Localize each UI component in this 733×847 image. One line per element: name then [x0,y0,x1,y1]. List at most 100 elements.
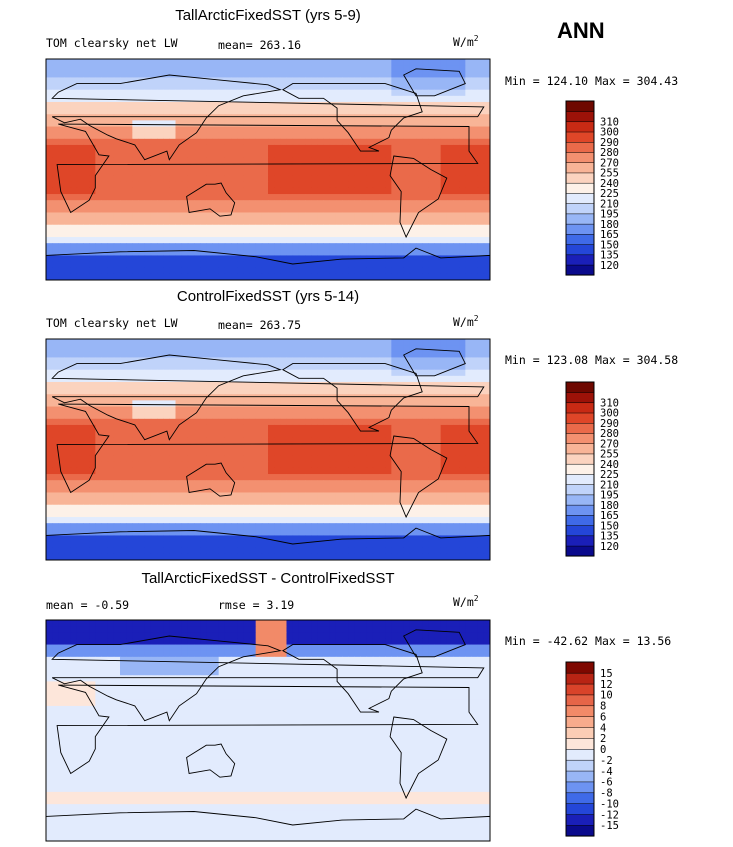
map-1-cell [181,237,189,244]
map-2-cell [255,400,263,407]
map-2-cell [76,504,84,512]
map-1-cell [348,175,355,183]
map-1-cell [372,267,380,275]
map-1-cell [366,267,374,275]
map-1-cell [446,120,454,127]
map-2-cell [132,486,139,493]
map-2-cell [206,455,213,463]
map-1-cell [58,89,65,97]
map-1-cell [366,65,374,72]
map-1-cell [187,261,195,269]
map-1-cell [471,95,479,103]
map-2-cell [305,345,312,352]
map-2-cell [440,345,448,352]
map-1-cell [249,101,257,109]
map-1-cell [440,200,448,207]
map-1-cell [261,114,269,121]
map-2-cell [187,369,195,377]
map-1-cell [280,65,287,72]
map-2-cell [477,412,485,420]
map-1-cell [422,200,429,207]
map-2-cell [46,492,53,500]
map-1-cell [416,120,423,127]
map-2-cell [89,357,96,364]
map-1-cell [126,194,133,201]
map-1-cell [200,126,207,134]
map-1-cell [298,132,306,140]
map-2-cell [218,400,226,407]
map-1-cell [231,267,238,275]
map-1-cell [187,267,195,275]
map-1-cell [138,224,146,232]
map-1-cell [64,255,72,262]
map-1-cell [305,101,312,109]
map-1-cell [181,108,189,115]
map-1-cell [342,132,349,140]
map-1-cell [305,59,312,66]
map-2-cell [224,424,232,432]
map-1-cell [434,59,442,66]
map-1-cell [157,157,164,164]
map-2-cell [354,437,361,444]
map-1-cell [459,59,466,66]
map-2-cell [446,443,454,450]
map-2-cell [237,504,244,512]
map-1-cell [409,163,417,170]
map-2-cell [243,412,250,420]
map-2-cell [385,363,392,371]
panel-1-mean: mean= 263.16 [218,38,301,52]
map-2-cell [335,474,343,481]
map-1-cell [181,267,189,275]
map-1-cell [434,243,442,250]
map-1-cell [89,218,96,226]
map-1-cell [342,163,349,170]
map-2-cell [107,461,115,469]
map-1-cell [206,120,213,127]
map-2-cell [231,381,238,389]
map-1-cell [403,194,411,201]
map-1-cell [218,59,226,66]
map-1-cell [477,237,485,244]
map-2-cell [292,406,300,414]
map-1-cell [335,114,343,121]
map-2-cell [157,357,164,364]
map-1-cell [83,187,90,195]
map-1-cell [483,95,491,103]
map-2-cell [218,535,226,542]
map-1-cell [422,157,429,164]
map-2-cell [101,418,109,426]
map-1-cell [465,108,472,115]
map-2-cell [409,498,417,506]
map-2-cell [335,412,343,420]
map-1-cell [64,71,72,78]
map-1-cell [169,59,176,66]
map-1-cell [428,243,435,250]
map-2-cell [237,345,244,352]
map-1-cell [255,243,263,250]
map-2-cell [483,424,491,432]
map-2-cell [132,498,139,506]
map-2-cell [224,431,232,438]
map-1-cell [113,267,121,275]
map-1-cell [434,89,442,97]
map-2-cell [409,486,417,493]
map-1-cell [64,206,72,213]
map-2-cell [311,412,318,420]
map-2-cell [243,400,250,407]
map-2-cell [157,529,164,536]
map-1-cell [52,181,59,189]
map-1-cell [261,59,269,66]
map-2-cell [329,369,337,377]
map-2-cell [212,461,220,469]
map-2-cell [243,437,250,444]
panel-2-minmax: Min = 123.08 Max = 304.58 [505,353,678,367]
map-1-cell [477,151,485,158]
map-1-cell [181,101,189,109]
map-2-cell [342,412,349,420]
map-1-cell [249,255,257,262]
map-1-cell [261,187,269,195]
map-1-cell [385,175,392,183]
map-2-cell [76,412,84,420]
map-1-cell [212,101,220,109]
map-2-cell [403,363,411,371]
